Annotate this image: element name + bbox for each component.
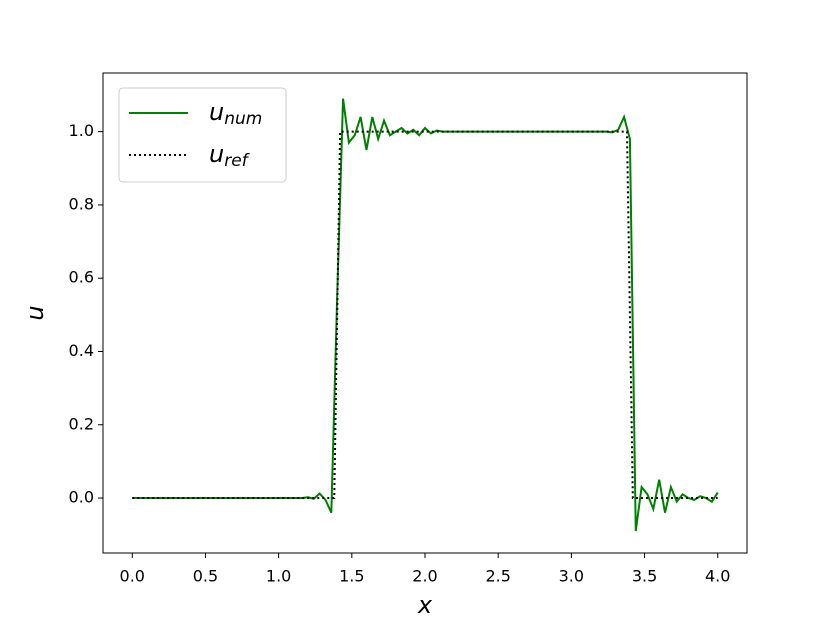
x-tick-label: 1.5: [339, 567, 364, 586]
plot-frame: [102, 72, 748, 554]
legend-name: u: [209, 140, 224, 168]
x-tick-label: 2.0: [412, 567, 437, 586]
x-tick-label: 0.0: [120, 567, 145, 586]
y-tick-label: 0.6: [69, 268, 94, 287]
line-series: [132, 98, 719, 532]
legend-label: uref: [209, 140, 251, 171]
y-tick-label: 0.0: [69, 488, 94, 507]
x-axis-label: x: [417, 591, 433, 619]
line-series: [132, 130, 718, 500]
x-tick-label: 3.0: [559, 567, 584, 586]
y-tick-label: 0.4: [69, 341, 94, 360]
y-tick-label: 0.2: [69, 414, 94, 433]
legend-box: [118, 87, 287, 183]
legend-subscript: num: [224, 109, 262, 129]
y-tick-label: 1.0: [69, 121, 94, 140]
legend-label: unum: [209, 98, 262, 129]
x-tick-label: 3.5: [632, 567, 657, 586]
x-tick-label: 0.5: [193, 567, 218, 586]
legend-name: u: [209, 98, 224, 126]
y-axis-label: u: [21, 305, 49, 320]
x-tick-label: 2.5: [485, 567, 510, 586]
x-tick-label: 4.0: [705, 567, 730, 586]
y-tick-label: 0.8: [69, 194, 94, 213]
x-tick-label: 1.0: [266, 567, 291, 586]
legend-subscript: ref: [224, 151, 250, 171]
